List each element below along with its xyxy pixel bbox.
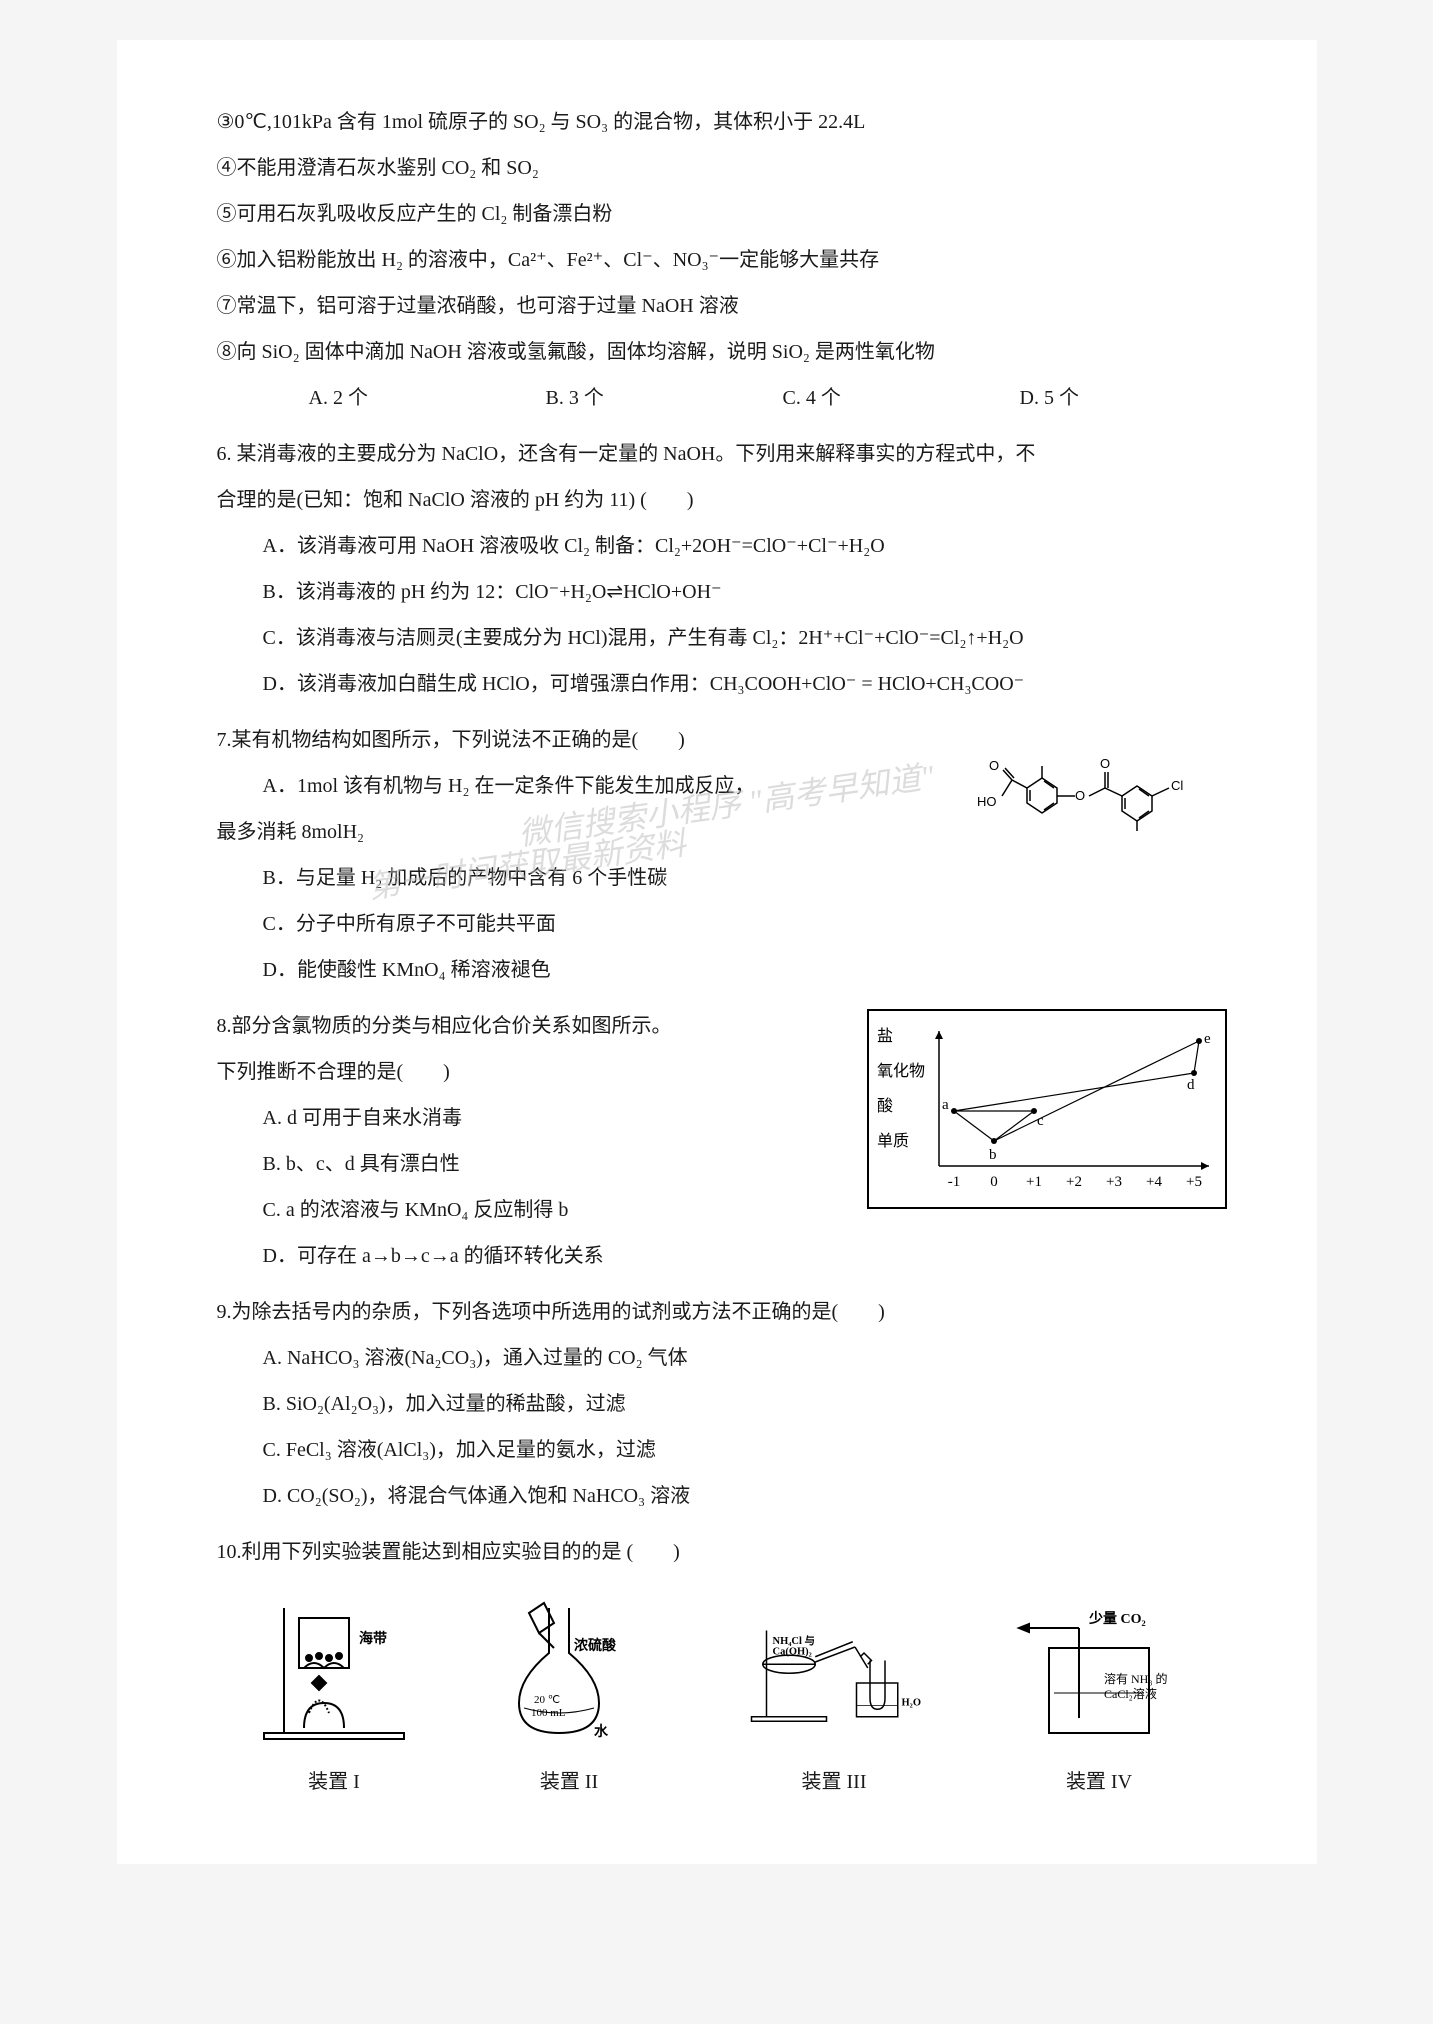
question-9: 9.为除去括号内的杂质，下列各选项中所选用的试剂或方法不正确的是( ) A. N… <box>217 1290 1217 1518</box>
q8-opt-d: D．可存在 a→b→c→a 的循环转化关系 <box>217 1234 1217 1278</box>
q6-opt-a: A．该消毒液可用 NaOH 溶液吸收 Cl₂ 制备：Cl₂+2OH⁻=ClO⁻+… <box>217 524 1217 568</box>
q9-opt-d: D. CO₂(SO₂)，将混合气体通入饱和 NaHCO₃ 溶液 <box>217 1474 1217 1518</box>
q5-opt-b: B. 3 个 <box>546 376 743 420</box>
q9-opt-a: A. NaHCO₃ 溶液(Na₂CO₃)，通入过量的 CO₂ 气体 <box>217 1336 1217 1380</box>
apparatus-row: 海带 装置 I 20 ℃ 100 mL 浓硫酸 水 <box>217 1604 1217 1804</box>
svg-text:e: e <box>1204 1031 1211 1047</box>
svg-text:H₂O: H₂O <box>902 1698 921 1709</box>
svg-text:b: b <box>989 1147 997 1163</box>
svg-text:CaCl₂溶液: CaCl₂溶液 <box>1104 1686 1157 1701</box>
svg-text:HO: HO <box>977 794 997 809</box>
q6-stem-2: 合理的是(已知：饱和 NaClO 溶液的 pH 约为 11) ( ) <box>217 478 1217 522</box>
svg-text:+1: +1 <box>1026 1174 1042 1190</box>
q10-stem: 10.利用下列实验装置能达到相应实验目的的是 ( ) <box>217 1530 1217 1574</box>
q5-item-6: ⑥加入铝粉能放出 H₂ 的溶液中，Ca²⁺、Fe²⁺、Cl⁻、NO₃⁻一定能够大… <box>217 238 1217 282</box>
svg-text:溶有 NH₃ 的: 溶有 NH₃ 的 <box>1104 1671 1168 1686</box>
apparatus-3-icon: NH₄Cl 与 Ca(OH)₂ H₂O <box>744 1588 924 1748</box>
q5-opt-a: A. 2 个 <box>309 376 506 420</box>
question-10: 10.利用下列实验装置能达到相应实验目的的是 ( ) <box>217 1530 1217 1804</box>
svg-text:Cl: Cl <box>1171 778 1183 793</box>
question-6: 6. 某消毒液的主要成分为 NaClO，还含有一定量的 NaOH。下列用来解释事… <box>217 432 1217 706</box>
svg-text:a: a <box>942 1097 949 1113</box>
apparatus-1: 海带 装置 I <box>224 1588 444 1804</box>
svg-text:20 ℃: 20 ℃ <box>534 1694 560 1706</box>
question-7: 7.某有机物结构如图所示，下列说法不正确的是( ) A．1mol 该有机物与 H… <box>217 718 1217 992</box>
apparatus-4: 少量 CO₂ 溶有 NH₃ 的 CaCl₂溶液 装置 IV <box>989 1588 1209 1804</box>
svg-text:+5: +5 <box>1186 1174 1202 1190</box>
valence-chart-icon: 盐 氧化物 酸 单质 -1 0 +1 +2 +3 +4 <box>869 1011 1225 1207</box>
svg-text:d: d <box>1187 1077 1195 1093</box>
apparatus-2: 20 ℃ 100 mL 浓硫酸 水 装置 II <box>459 1588 679 1804</box>
q8-chart-figure: 盐 氧化物 酸 单质 -1 0 +1 +2 +3 +4 <box>867 1009 1227 1209</box>
ylabel-acid: 酸 <box>877 1097 893 1115</box>
svg-text:+2: +2 <box>1066 1174 1082 1190</box>
q5-opt-c: C. 4 个 <box>783 376 980 420</box>
svg-text:c: c <box>1037 1113 1044 1129</box>
svg-text:Ca(OH)₂: Ca(OH)₂ <box>773 1647 812 1658</box>
q7-opt-d: D．能使酸性 KMnO₄ 稀溶液褪色 <box>217 948 1217 992</box>
question-8: 8.部分含氯物质的分类与相应化合价关系如图所示。 下列推断不合理的是( ) A.… <box>217 1004 1217 1278</box>
q6-opt-d: D．该消毒液加白醋生成 HClO，可增强漂白作用：CH₃COOH+ClO⁻ = … <box>217 662 1217 706</box>
svg-text:+3: +3 <box>1106 1174 1122 1190</box>
svg-text:少量 CO₂: 少量 CO₂ <box>1088 1610 1146 1627</box>
document-page: ③0℃,101kPa 含有 1mol 硫原子的 SO₂ 与 SO₃ 的混合物，其… <box>117 40 1317 1864</box>
svg-text:浓硫酸: 浓硫酸 <box>574 1637 617 1654</box>
q7-molecule-figure: O HO O O <box>967 748 1237 849</box>
apparatus-2-label: 装置 II <box>540 1760 598 1804</box>
svg-text:+4: +4 <box>1146 1174 1162 1190</box>
ylabel-element: 单质 <box>877 1132 909 1150</box>
svg-text:O: O <box>989 758 999 773</box>
svg-text:水: 水 <box>594 1723 609 1740</box>
apparatus-3: NH₄Cl 与 Ca(OH)₂ H₂O 装置 III <box>694 1588 974 1804</box>
q5-item-8: ⑧向 SiO₂ 固体中滴加 NaOH 溶液或氢氟酸，固体均溶解，说明 SiO₂ … <box>217 330 1217 374</box>
q6-stem-1: 6. 某消毒液的主要成分为 NaClO，还含有一定量的 NaOH。下列用来解释事… <box>217 432 1217 476</box>
q7-opt-c: C．分子中所有原子不可能共平面 <box>217 902 1217 946</box>
apparatus-1-icon: 海带 <box>244 1588 424 1748</box>
svg-text:-1: -1 <box>947 1174 960 1190</box>
apparatus-4-icon: 少量 CO₂ 溶有 NH₃ 的 CaCl₂溶液 <box>1009 1588 1189 1748</box>
apparatus-4-label: 装置 IV <box>1066 1760 1132 1804</box>
svg-text:O: O <box>1075 788 1085 803</box>
svg-text:0: 0 <box>990 1174 998 1190</box>
q5-item-5: ⑤可用石灰乳吸收反应产生的 Cl₂ 制备漂白粉 <box>217 192 1217 236</box>
svg-text:O: O <box>1100 756 1110 771</box>
q5-item-3: ③0℃,101kPa 含有 1mol 硫原子的 SO₂ 与 SO₃ 的混合物，其… <box>217 100 1217 144</box>
apparatus-3-label: 装置 III <box>802 1760 867 1804</box>
molecule-icon: O HO O O <box>967 748 1227 833</box>
q5-item-4: ④不能用澄清石灰水鉴别 CO₂ 和 SO₂ <box>217 146 1217 190</box>
apparatus-1-label: 装置 I <box>308 1760 360 1804</box>
q9-opt-c: C. FeCl₃ 溶液(AlCl₃)，加入足量的氨水，过滤 <box>217 1428 1217 1472</box>
q5-options: A. 2 个 B. 3 个 C. 4 个 D. 5 个 <box>217 376 1217 420</box>
q7-opt-b: B．与足量 H₂ 加成后的产物中含有 6 个手性碳 <box>217 856 1217 900</box>
q9-stem: 9.为除去括号内的杂质，下列各选项中所选用的试剂或方法不正确的是( ) <box>217 1290 1217 1334</box>
q5-item-7: ⑦常温下，铝可溶于过量浓硝酸，也可溶于过量 NaOH 溶液 <box>217 284 1217 328</box>
q9-opt-b: B. SiO₂(Al₂O₃)，加入过量的稀盐酸，过滤 <box>217 1382 1217 1426</box>
q6-opt-c: C．该消毒液与洁厕灵(主要成分为 HCl)混用，产生有毒 Cl₂：2H⁺+Cl⁻… <box>217 616 1217 660</box>
svg-text:海带: 海带 <box>359 1630 387 1647</box>
q6-opt-b: B．该消毒液的 pH 约为 12：ClO⁻+H₂O⇌HClO+OH⁻ <box>217 570 1217 614</box>
ylabel-oxide: 氧化物 <box>877 1062 925 1080</box>
apparatus-2-icon: 20 ℃ 100 mL 浓硫酸 水 <box>479 1588 659 1748</box>
q5-opt-d: D. 5 个 <box>1020 376 1217 420</box>
svg-text:NH₄Cl 与: NH₄Cl 与 <box>773 1634 816 1647</box>
ylabel-salt: 盐 <box>877 1027 893 1045</box>
